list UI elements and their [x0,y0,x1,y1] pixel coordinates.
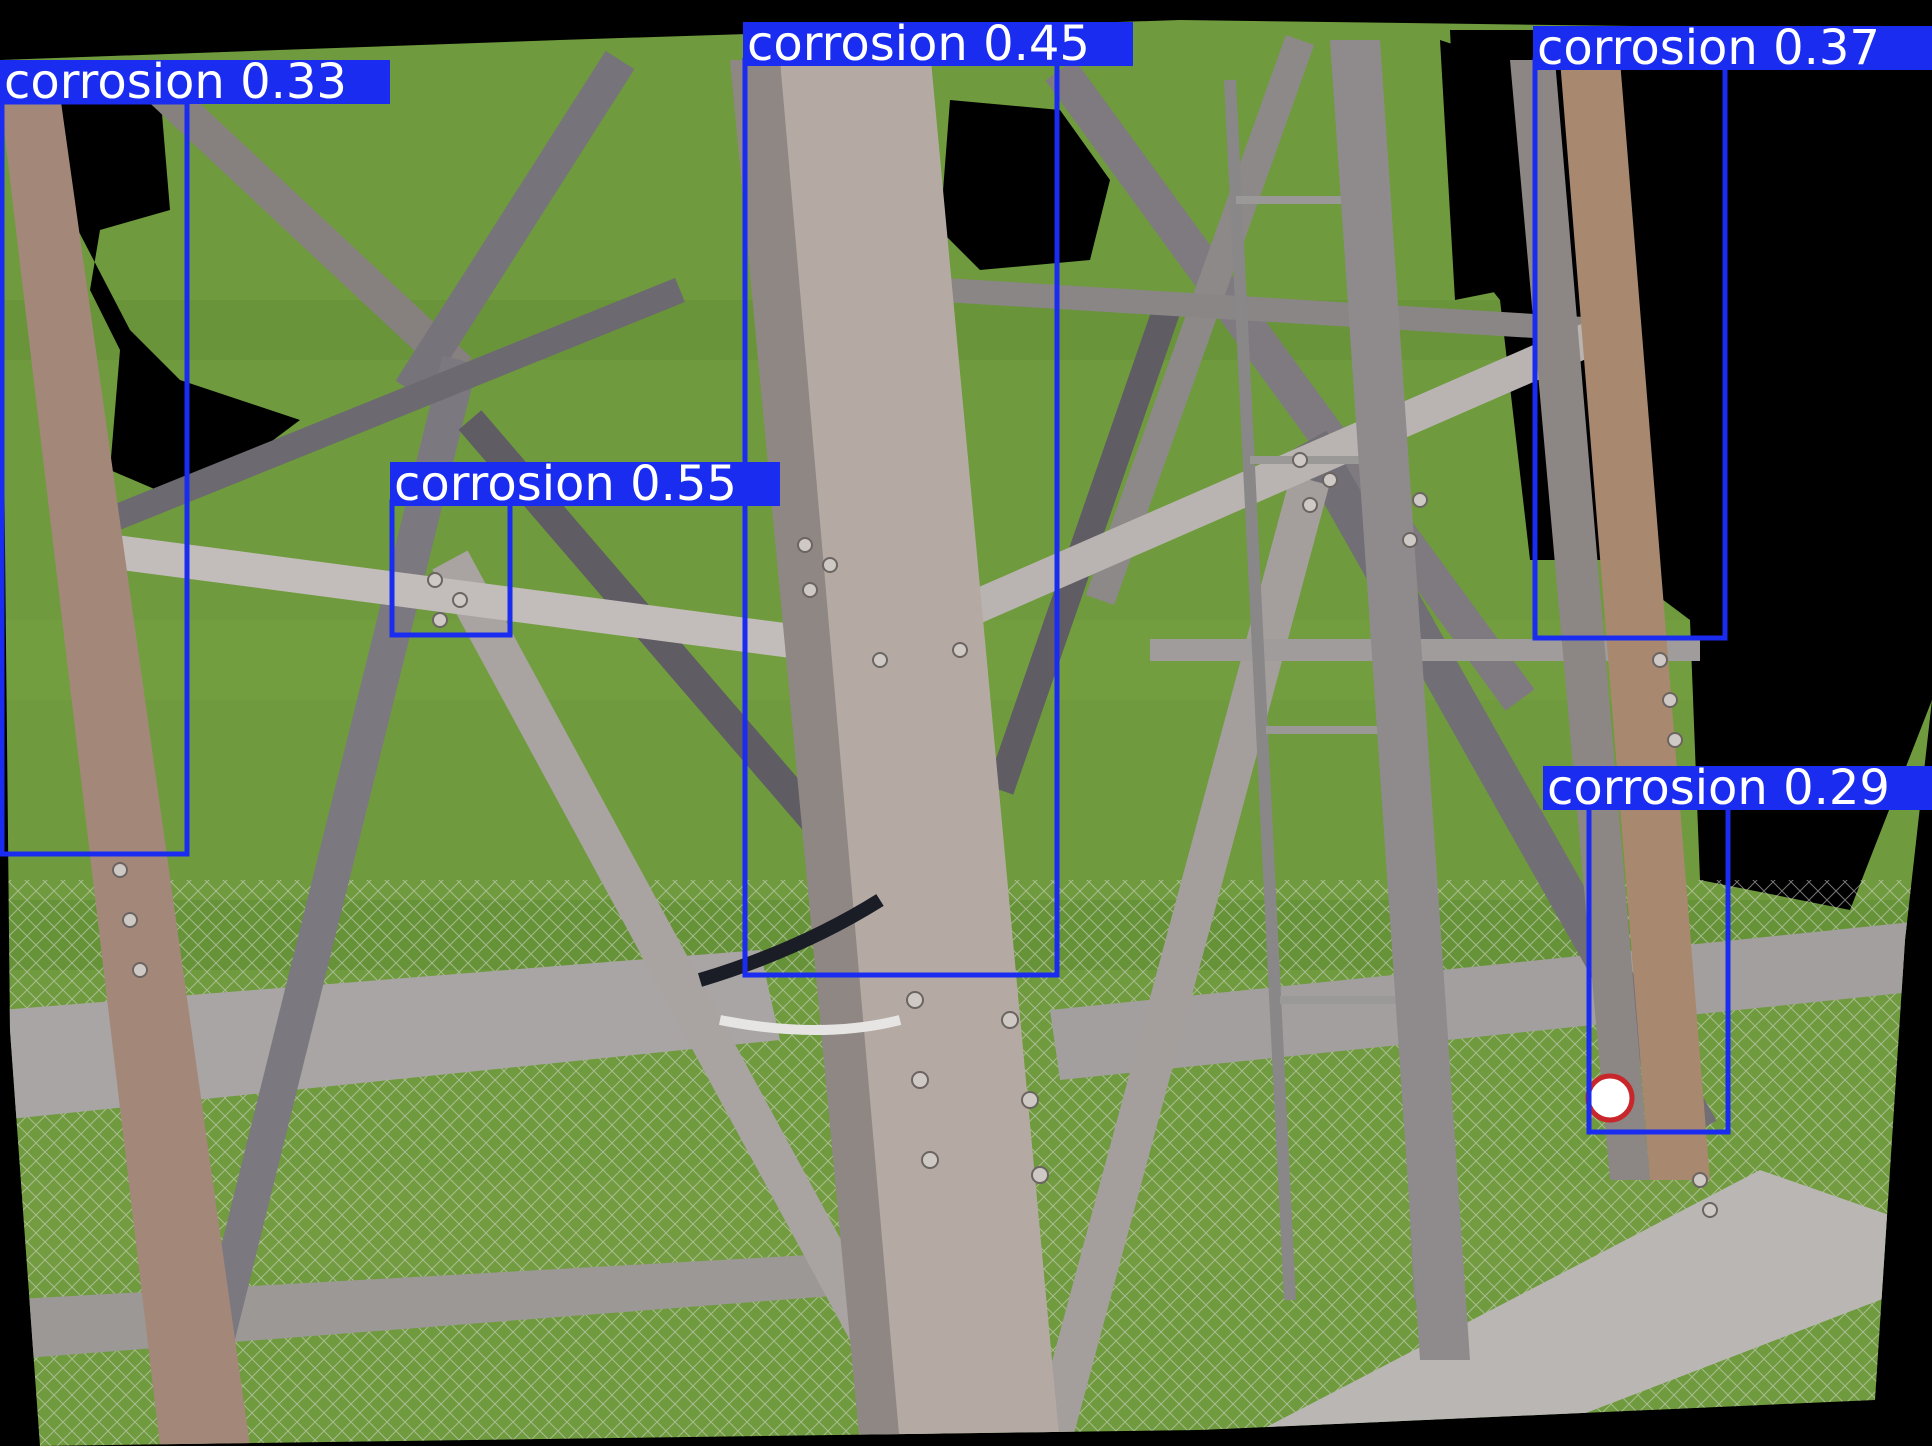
detection-5: corrosion 0.29 [1543,760,1932,1135]
warning-sign-icon [1585,1073,1635,1123]
masked-region-right-small [1440,40,1505,300]
label-background [390,462,780,506]
detection-overlay: corrosion 0.33 corrosion 0.45 corrosion 0.… [0,16,1932,1135]
walkway-beam-right [1050,920,1932,1080]
label-background [743,22,1133,66]
cable-black [697,894,884,987]
label-background [1533,26,1932,70]
detection-label: corrosion 0.45 [747,16,1090,72]
masked-region-left [0,80,300,500]
tower-leg-left [0,95,250,1446]
walkway-grating [1230,1170,1932,1446]
masked-region-top [940,100,1110,270]
tower-structure [0,34,1718,1446]
tower-leg-center [770,50,1060,1446]
label-background [1543,766,1932,810]
detection-label: corrosion 0.55 [394,456,737,512]
detection-2: corrosion 0.45 [742,16,1133,978]
tower-leg-mid [1330,40,1470,1360]
tower-leg-right-inner [1510,60,1650,1180]
bolts [112,452,1718,1218]
tower-leg-right [1560,60,1710,1180]
detection-3: corrosion 0.37 [1532,20,1932,641]
label-background [0,60,390,104]
cable-white [719,1015,902,1035]
detection-label: corrosion 0.37 [1537,20,1880,76]
detection-label: corrosion 0.29 [1547,760,1890,816]
detection-4: corrosion 0.55 [389,456,780,638]
tower-leg-center-flange [730,60,900,1446]
detection-1: corrosion 0.33 [0,54,390,857]
detection-label: corrosion 0.33 [4,54,347,110]
